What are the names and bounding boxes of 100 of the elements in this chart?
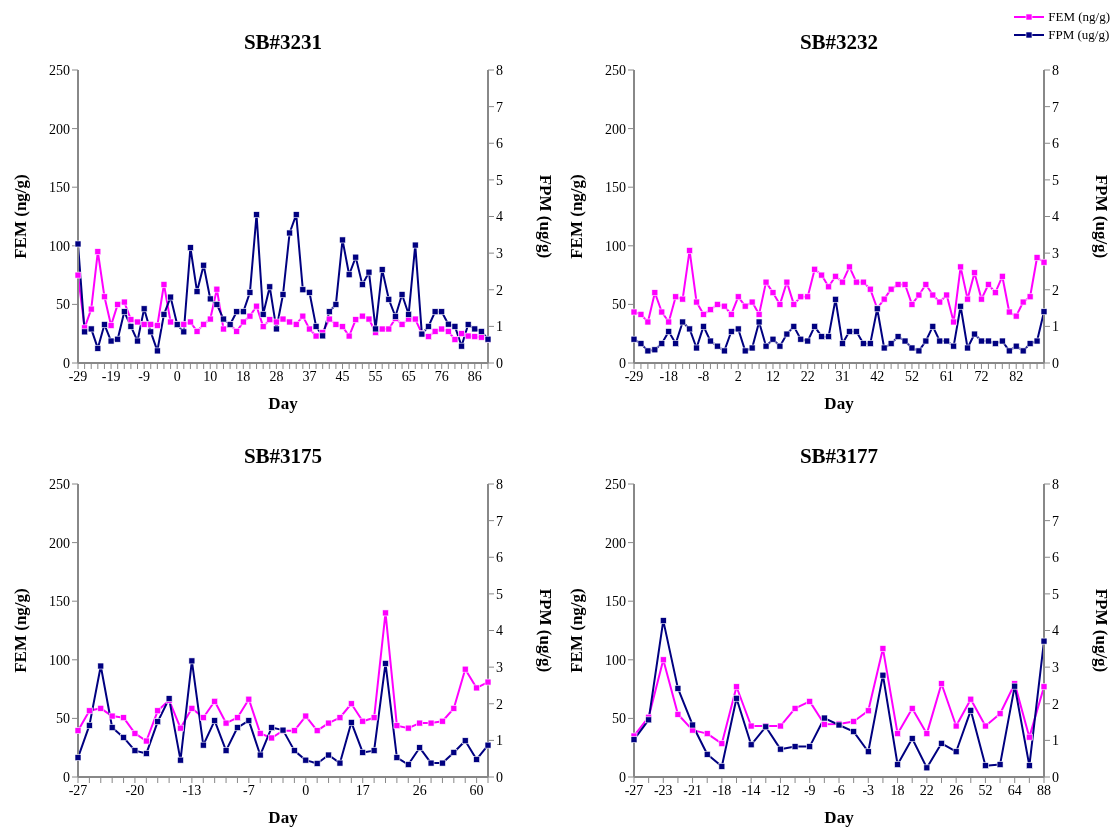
y-tick-label: 100 xyxy=(605,238,626,254)
y2-tick-label: 8 xyxy=(496,476,503,492)
x-tick-label: 2 xyxy=(734,368,742,384)
y2-tick-label: 3 xyxy=(1052,660,1059,676)
x-axis-title: Day xyxy=(268,808,299,827)
x-tick-label: -13 xyxy=(182,782,202,798)
x-tick-label: 64 xyxy=(1007,782,1022,798)
x-tick-label: -19 xyxy=(101,368,121,384)
y-tick-label: 150 xyxy=(49,594,70,610)
y2-tick-label: 3 xyxy=(496,246,503,262)
y-tick-label: 100 xyxy=(605,652,626,668)
y-tick-label: 100 xyxy=(49,238,70,254)
x-axis-title: Day xyxy=(824,394,855,413)
y-tick-label: 0 xyxy=(63,355,70,371)
y-axis-title: FEM (ng/g) xyxy=(11,174,31,259)
x-tick-label: -7 xyxy=(243,782,255,798)
y-tick-label: 0 xyxy=(619,769,626,785)
y-tick-label: 0 xyxy=(619,355,626,371)
y2-tick-label: 4 xyxy=(1052,623,1059,639)
y-tick-label: 250 xyxy=(605,476,626,492)
y2-tick-label: 6 xyxy=(1052,136,1059,152)
y2-tick-label: 8 xyxy=(1052,476,1059,492)
y2-tick-label: 6 xyxy=(496,136,503,152)
x-tick-label: -29 xyxy=(624,368,644,384)
y-tick-label: 50 xyxy=(612,297,626,313)
x-tick-label: -14 xyxy=(741,782,761,798)
x-tick-label: 37 xyxy=(302,368,317,384)
x-tick-label: 82 xyxy=(1009,368,1024,384)
x-tick-label: 28 xyxy=(269,368,284,384)
y2-tick-label: 5 xyxy=(496,586,503,602)
y-axis-title: FEM (ng/g) xyxy=(11,588,31,673)
x-tick-label: -20 xyxy=(125,782,145,798)
x-tick-label: -9 xyxy=(138,368,150,384)
y2-tick-label: 6 xyxy=(496,550,503,566)
y2-tick-label: 7 xyxy=(496,513,503,529)
x-tick-label: -3 xyxy=(862,782,875,798)
x-tick-label: 42 xyxy=(870,368,885,384)
x-tick-label: 18 xyxy=(890,782,905,798)
x-tick-label: 52 xyxy=(978,782,993,798)
y2-axis-title: FPM (ug/g) xyxy=(1091,588,1111,673)
y2-tick-label: 7 xyxy=(1052,99,1059,115)
y2-tick-label: 5 xyxy=(1052,172,1059,188)
x-tick-label: 12 xyxy=(765,368,780,384)
x-tick-label: 76 xyxy=(434,368,449,384)
x-tick-label: 17 xyxy=(355,782,370,798)
y2-tick-label: 1 xyxy=(1052,319,1059,335)
y-tick-label: 150 xyxy=(605,594,626,610)
x-tick-label: -18 xyxy=(659,368,679,384)
x-tick-label: -9 xyxy=(803,782,816,798)
x-tick-label: 86 xyxy=(467,368,482,384)
x-tick-label: 55 xyxy=(368,368,383,384)
chart-title: SB#3231 xyxy=(242,30,324,55)
x-tick-label: 18 xyxy=(236,368,251,384)
y-tick-label: 150 xyxy=(605,180,626,196)
y2-tick-label: 4 xyxy=(1052,209,1059,225)
y2-tick-label: 4 xyxy=(496,623,503,639)
x-tick-label: 22 xyxy=(800,368,815,384)
y-tick-label: 250 xyxy=(49,62,70,78)
y-tick-label: 50 xyxy=(56,711,70,727)
y-tick-label: 50 xyxy=(612,711,626,727)
chart-title: SB#3232 xyxy=(798,30,880,55)
x-tick-label: -6 xyxy=(833,782,845,798)
x-tick-label: 61 xyxy=(939,368,954,384)
x-tick-label: -21 xyxy=(683,782,702,798)
y2-tick-label: 8 xyxy=(1052,62,1059,78)
y2-tick-label: 0 xyxy=(1052,355,1059,371)
chart-title: SB#3175 xyxy=(242,444,324,469)
y2-tick-label: 2 xyxy=(496,696,503,712)
legend-label: FEM (ng/g) xyxy=(1048,8,1110,26)
y-tick-label: 200 xyxy=(605,121,626,137)
y2-tick-label: 3 xyxy=(496,660,503,676)
y-tick-label: 150 xyxy=(49,180,70,196)
x-tick-label: 88 xyxy=(1037,782,1051,798)
y-tick-label: 250 xyxy=(49,476,70,492)
y2-tick-label: 6 xyxy=(1052,550,1059,566)
y-tick-label: 200 xyxy=(49,535,70,551)
x-axis-title: Day xyxy=(824,808,855,827)
y2-tick-label: 2 xyxy=(1052,282,1059,298)
x-tick-label: 31 xyxy=(835,368,850,384)
legend-label: FPM (ug/g) xyxy=(1048,26,1110,44)
y2-tick-label: 2 xyxy=(496,282,503,298)
y2-axis-title: FPM (ug/g) xyxy=(535,174,555,259)
y2-tick-label: 7 xyxy=(1052,513,1059,529)
y-tick-label: 200 xyxy=(605,535,626,551)
y2-axis-title: FPM (ug/g) xyxy=(1091,174,1111,259)
x-tick-label: 10 xyxy=(203,368,218,384)
x-tick-label: 26 xyxy=(412,782,427,798)
y-tick-label: 100 xyxy=(49,652,70,668)
y2-tick-label: 1 xyxy=(496,733,503,749)
x-tick-label: -12 xyxy=(771,782,790,798)
x-axis-title: Day xyxy=(268,394,299,413)
y2-tick-label: 0 xyxy=(1052,769,1059,785)
y-tick-label: 0 xyxy=(63,769,70,785)
y2-tick-label: 2 xyxy=(1052,696,1059,712)
y2-tick-label: 4 xyxy=(496,209,503,225)
y-tick-label: 50 xyxy=(56,297,70,313)
x-tick-label: 0 xyxy=(302,782,310,798)
y2-tick-label: 3 xyxy=(1052,246,1059,262)
y2-tick-label: 7 xyxy=(496,99,503,115)
y2-tick-label: 5 xyxy=(1052,586,1059,602)
